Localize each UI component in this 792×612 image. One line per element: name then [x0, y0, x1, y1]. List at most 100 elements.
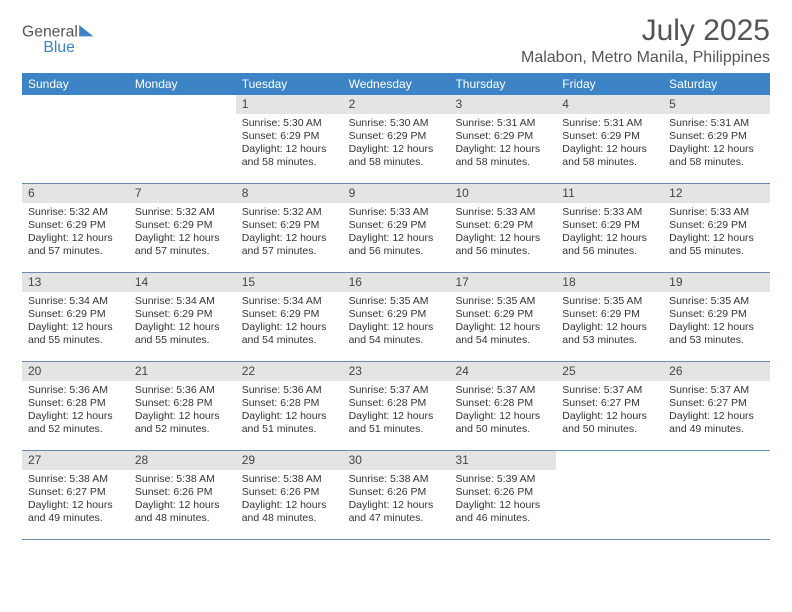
day-cell: 15Sunrise: 5:34 AMSunset: 6:29 PMDayligh…: [236, 273, 343, 361]
day-body: Sunrise: 5:31 AMSunset: 6:29 PMDaylight:…: [556, 114, 663, 174]
sunset-line: Sunset: 6:26 PM: [135, 486, 230, 499]
sunset-line: Sunset: 6:27 PM: [28, 486, 123, 499]
day-cell: 22Sunrise: 5:36 AMSunset: 6:28 PMDayligh…: [236, 362, 343, 450]
day-cell: 3Sunrise: 5:31 AMSunset: 6:29 PMDaylight…: [449, 95, 556, 183]
dow-cell: Wednesday: [343, 73, 450, 95]
sunset-line: Sunset: 6:29 PM: [242, 130, 337, 143]
day-cell: 19Sunrise: 5:35 AMSunset: 6:29 PMDayligh…: [663, 273, 770, 361]
sunset-line: Sunset: 6:26 PM: [242, 486, 337, 499]
day-body: Sunrise: 5:35 AMSunset: 6:29 PMDaylight:…: [556, 292, 663, 352]
day-cell: 11Sunrise: 5:33 AMSunset: 6:29 PMDayligh…: [556, 184, 663, 272]
day-body: Sunrise: 5:32 AMSunset: 6:29 PMDaylight:…: [22, 203, 129, 263]
sunset-line: Sunset: 6:29 PM: [349, 219, 444, 232]
day-number: 23: [343, 362, 450, 381]
day-number: 2: [343, 95, 450, 114]
day-cell: 9Sunrise: 5:33 AMSunset: 6:29 PMDaylight…: [343, 184, 450, 272]
day-cell-empty: [22, 95, 129, 183]
daylight-line: Daylight: 12 hours and 54 minutes.: [349, 321, 444, 347]
day-number: 25: [556, 362, 663, 381]
day-cell: 28Sunrise: 5:38 AMSunset: 6:26 PMDayligh…: [129, 451, 236, 539]
sunrise-line: Sunrise: 5:38 AM: [242, 473, 337, 486]
day-cell: 30Sunrise: 5:38 AMSunset: 6:26 PMDayligh…: [343, 451, 450, 539]
sunrise-line: Sunrise: 5:31 AM: [562, 117, 657, 130]
daylight-line: Daylight: 12 hours and 55 minutes.: [669, 232, 764, 258]
day-body: Sunrise: 5:37 AMSunset: 6:27 PMDaylight:…: [663, 381, 770, 441]
day-number: 5: [663, 95, 770, 114]
day-body: Sunrise: 5:38 AMSunset: 6:26 PMDaylight:…: [129, 470, 236, 530]
title-block: July 2025 Malabon, Metro Manila, Philipp…: [521, 14, 770, 67]
day-number: 16: [343, 273, 450, 292]
daylight-line: Daylight: 12 hours and 48 minutes.: [135, 499, 230, 525]
sunrise-line: Sunrise: 5:37 AM: [669, 384, 764, 397]
sunrise-line: Sunrise: 5:33 AM: [669, 206, 764, 219]
dow-cell: Saturday: [663, 73, 770, 95]
sunrise-line: Sunrise: 5:31 AM: [669, 117, 764, 130]
sunrise-line: Sunrise: 5:35 AM: [669, 295, 764, 308]
day-cell: 14Sunrise: 5:34 AMSunset: 6:29 PMDayligh…: [129, 273, 236, 361]
dow-cell: Sunday: [22, 73, 129, 95]
sunrise-line: Sunrise: 5:38 AM: [28, 473, 123, 486]
sunset-line: Sunset: 6:28 PM: [349, 397, 444, 410]
daylight-line: Daylight: 12 hours and 49 minutes.: [669, 410, 764, 436]
day-number: 4: [556, 95, 663, 114]
sunset-line: Sunset: 6:28 PM: [28, 397, 123, 410]
day-cell-empty: [663, 451, 770, 539]
day-number: 14: [129, 273, 236, 292]
sunset-line: Sunset: 6:29 PM: [669, 308, 764, 321]
day-body: Sunrise: 5:32 AMSunset: 6:29 PMDaylight:…: [129, 203, 236, 263]
day-body: Sunrise: 5:33 AMSunset: 6:29 PMDaylight:…: [556, 203, 663, 263]
sunset-line: Sunset: 6:29 PM: [455, 308, 550, 321]
sunset-line: Sunset: 6:29 PM: [562, 308, 657, 321]
sunset-line: Sunset: 6:29 PM: [455, 130, 550, 143]
sunrise-line: Sunrise: 5:34 AM: [135, 295, 230, 308]
sunrise-line: Sunrise: 5:32 AM: [242, 206, 337, 219]
daylight-line: Daylight: 12 hours and 47 minutes.: [349, 499, 444, 525]
daylight-line: Daylight: 12 hours and 54 minutes.: [455, 321, 550, 347]
day-body: Sunrise: 5:35 AMSunset: 6:29 PMDaylight:…: [449, 292, 556, 352]
daylight-line: Daylight: 12 hours and 52 minutes.: [28, 410, 123, 436]
header: General Blue July 2025 Malabon, Metro Ma…: [22, 14, 770, 67]
sunrise-line: Sunrise: 5:35 AM: [562, 295, 657, 308]
day-body: Sunrise: 5:30 AMSunset: 6:29 PMDaylight:…: [343, 114, 450, 174]
day-body: Sunrise: 5:38 AMSunset: 6:26 PMDaylight:…: [236, 470, 343, 530]
sunrise-line: Sunrise: 5:34 AM: [28, 295, 123, 308]
sunset-line: Sunset: 6:29 PM: [135, 219, 230, 232]
day-body: Sunrise: 5:34 AMSunset: 6:29 PMDaylight:…: [236, 292, 343, 352]
sunrise-line: Sunrise: 5:37 AM: [455, 384, 550, 397]
daylight-line: Daylight: 12 hours and 57 minutes.: [135, 232, 230, 258]
day-cell: 16Sunrise: 5:35 AMSunset: 6:29 PMDayligh…: [343, 273, 450, 361]
week-row: 20Sunrise: 5:36 AMSunset: 6:28 PMDayligh…: [22, 362, 770, 451]
day-cell: 10Sunrise: 5:33 AMSunset: 6:29 PMDayligh…: [449, 184, 556, 272]
daylight-line: Daylight: 12 hours and 57 minutes.: [242, 232, 337, 258]
day-number: 9: [343, 184, 450, 203]
day-cell: 23Sunrise: 5:37 AMSunset: 6:28 PMDayligh…: [343, 362, 450, 450]
day-body: Sunrise: 5:38 AMSunset: 6:27 PMDaylight:…: [22, 470, 129, 530]
day-number: 3: [449, 95, 556, 114]
day-body: Sunrise: 5:31 AMSunset: 6:29 PMDaylight:…: [449, 114, 556, 174]
day-number: 27: [22, 451, 129, 470]
day-body: Sunrise: 5:31 AMSunset: 6:29 PMDaylight:…: [663, 114, 770, 174]
day-body: Sunrise: 5:36 AMSunset: 6:28 PMDaylight:…: [129, 381, 236, 441]
calendar: SundayMondayTuesdayWednesdayThursdayFrid…: [22, 73, 770, 540]
daylight-line: Daylight: 12 hours and 58 minutes.: [242, 143, 337, 169]
day-cell: 8Sunrise: 5:32 AMSunset: 6:29 PMDaylight…: [236, 184, 343, 272]
sunrise-line: Sunrise: 5:36 AM: [28, 384, 123, 397]
day-cell: 5Sunrise: 5:31 AMSunset: 6:29 PMDaylight…: [663, 95, 770, 183]
day-cell: 31Sunrise: 5:39 AMSunset: 6:26 PMDayligh…: [449, 451, 556, 539]
daylight-line: Daylight: 12 hours and 55 minutes.: [135, 321, 230, 347]
day-number: 19: [663, 273, 770, 292]
daylight-line: Daylight: 12 hours and 49 minutes.: [28, 499, 123, 525]
day-number: 24: [449, 362, 556, 381]
day-number: 7: [129, 184, 236, 203]
day-cell: 27Sunrise: 5:38 AMSunset: 6:27 PMDayligh…: [22, 451, 129, 539]
sunset-line: Sunset: 6:29 PM: [28, 219, 123, 232]
sunrise-line: Sunrise: 5:30 AM: [349, 117, 444, 130]
day-cell: 12Sunrise: 5:33 AMSunset: 6:29 PMDayligh…: [663, 184, 770, 272]
day-number: 26: [663, 362, 770, 381]
dow-header-row: SundayMondayTuesdayWednesdayThursdayFrid…: [22, 73, 770, 95]
week-row: 27Sunrise: 5:38 AMSunset: 6:27 PMDayligh…: [22, 451, 770, 540]
dow-cell: Monday: [129, 73, 236, 95]
weeks-container: 1Sunrise: 5:30 AMSunset: 6:29 PMDaylight…: [22, 95, 770, 540]
week-row: 13Sunrise: 5:34 AMSunset: 6:29 PMDayligh…: [22, 273, 770, 362]
sunrise-line: Sunrise: 5:39 AM: [455, 473, 550, 486]
